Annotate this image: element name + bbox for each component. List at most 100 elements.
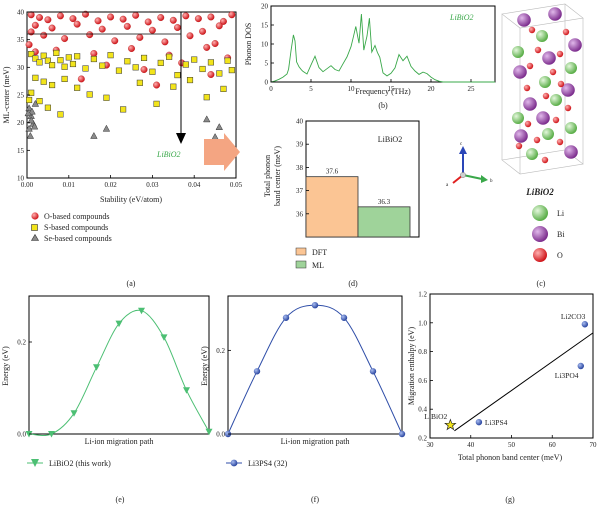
y-tick-label: 25: [17, 92, 25, 100]
e-data-point: [160, 334, 168, 341]
s-compound-point: [61, 75, 68, 83]
legend-li-atom: [532, 205, 548, 221]
s-compound-point: [203, 94, 210, 101]
o-compound-point: [140, 66, 148, 73]
s-compound-point: [140, 54, 148, 61]
bi-atom: [514, 129, 528, 143]
y-tick-label: 35: [17, 36, 25, 44]
s-compound-point: [32, 55, 39, 62]
bi-atom: [536, 111, 550, 125]
e-data-point: [93, 364, 100, 371]
se-compound-point: [31, 99, 40, 107]
o-atom: [526, 62, 534, 70]
s-compound-point: [53, 49, 60, 56]
bar-value-label: 36.3: [378, 198, 391, 206]
s-compound-point: [40, 52, 47, 59]
se-compound-point: [203, 115, 211, 123]
dft-bar: [305, 176, 359, 238]
crystal-axes-triad: c b a: [446, 142, 493, 188]
o-compound-point: [157, 14, 165, 21]
o-compound-point: [69, 15, 77, 23]
se-compound-point: [25, 124, 33, 132]
y-tick-label: 0.4: [418, 406, 427, 414]
s-compound-point: [49, 62, 56, 69]
se-compound-point: [30, 122, 39, 130]
y-tick-label: 1.0: [418, 319, 427, 327]
o-compound-point: [203, 43, 211, 51]
o-atom: [533, 136, 541, 144]
li-atom: [539, 76, 551, 88]
li-atom: [565, 62, 577, 74]
e-data-point: [70, 410, 78, 417]
x-tick-label: 20: [428, 85, 436, 93]
bi-atom: [523, 97, 537, 111]
o-atom: [523, 84, 531, 92]
a-y-axis-label: ML-center (meV): [2, 66, 11, 123]
s-compound-point: [36, 98, 43, 105]
o-compound-point: [220, 17, 227, 25]
o-compound-point: [111, 37, 119, 45]
s-compound-point: [157, 59, 164, 66]
s-compound-point: [186, 77, 194, 84]
o-compound-point: [144, 18, 152, 26]
y-tick-label: 10: [261, 41, 269, 49]
e-data-point: [183, 387, 190, 394]
b-dos-curve: [270, 13, 495, 83]
panel-label-f: (f): [311, 495, 319, 504]
panel-label-e: (e): [116, 495, 125, 504]
g-star-point: [444, 418, 457, 431]
o-compound-point: [228, 11, 236, 19]
e-data-point: [48, 431, 55, 438]
y-tick-label: 20: [17, 119, 25, 127]
li-atom: [512, 112, 524, 124]
o-atom: [549, 68, 557, 76]
o-atom: [541, 156, 549, 164]
y-tick-label: 0: [265, 79, 269, 87]
e-legend-marker: [31, 459, 39, 467]
o-compound-point: [44, 16, 52, 24]
legend-bi-label: Bi: [557, 230, 565, 239]
o-compound-point: [73, 20, 81, 28]
s-compound-point: [174, 72, 181, 79]
o-compound-point: [182, 12, 190, 20]
o-compound-point: [56, 12, 64, 20]
o-atom: [556, 50, 564, 58]
x-tick-label: 0: [269, 85, 273, 93]
b-annotation: LiBiO2: [449, 13, 474, 22]
x-tick-label: 30: [427, 441, 435, 449]
o-atom: [515, 142, 523, 150]
x-tick-label: 50: [508, 441, 516, 449]
li-atom: [536, 30, 548, 42]
se-compound-point: [26, 131, 35, 139]
g-point-label: Li3PS4: [485, 418, 508, 427]
panel-e-libio2-migration: 0.0 0.2 Li-ion migration path Energy (eV)…: [1, 295, 213, 504]
x-tick-label: 0.00: [21, 181, 34, 189]
ml-bar: [357, 206, 411, 238]
y-tick-label: 0.6: [418, 377, 427, 385]
o-compound-point: [27, 28, 35, 36]
bar-value-label: 37.6: [326, 168, 339, 176]
o-compound-point: [48, 24, 56, 32]
x-tick-label: 0.04: [188, 181, 201, 189]
s-compound-point: [153, 100, 160, 107]
bi-atom: [548, 7, 562, 21]
s-compound-point: [107, 52, 114, 59]
s-compound-point: [28, 51, 35, 58]
bi-atom: [564, 145, 578, 159]
o-compound-point: [31, 21, 39, 29]
e-y-axis-label: Energy (eV): [1, 346, 10, 386]
o-compound-point: [82, 10, 89, 18]
crystal-axis-c: c: [460, 142, 463, 147]
s-compound-point: [199, 65, 206, 73]
x-tick-label: 10: [348, 85, 356, 93]
o-compound-point: [40, 31, 48, 39]
bi-atom: [561, 83, 575, 97]
y-tick-label: 10: [17, 175, 25, 183]
se-compound-point: [215, 123, 223, 130]
s-compound-point: [149, 68, 156, 75]
x-tick-label: 0.05: [230, 181, 243, 189]
d-y-axis-label-line2: band center (meV): [273, 146, 282, 206]
s-compound-point: [191, 56, 198, 63]
o-compound-point: [174, 24, 181, 31]
